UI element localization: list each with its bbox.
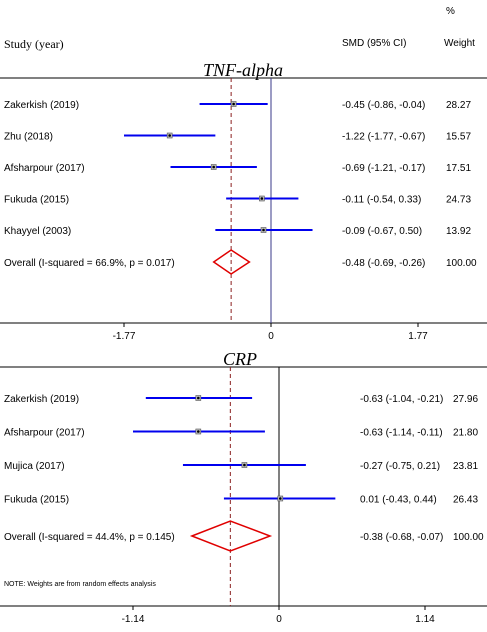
ci-text: -0.69 (-1.21, -0.17) bbox=[342, 163, 425, 174]
percent-header: % bbox=[446, 6, 455, 17]
ci-text: 0.01 (-0.43, 0.44) bbox=[360, 495, 437, 506]
x-tick-label: -1.14 bbox=[122, 614, 145, 625]
overall-label: Overall (I-squared = 66.9%, p = 0.017) bbox=[4, 258, 175, 269]
point-estimate bbox=[262, 228, 265, 232]
ci-text: -0.11 (-0.54, 0.33) bbox=[342, 195, 421, 206]
study-label: Fukuda (2015) bbox=[4, 195, 69, 206]
weight-value: 13.92 bbox=[446, 226, 471, 237]
weight-value: 28.27 bbox=[446, 100, 471, 111]
study-label: Zhu (2018) bbox=[4, 132, 53, 143]
overall-ci-text: -0.48 (-0.69, -0.26) bbox=[342, 258, 425, 269]
study-label: Zakerkish (2019) bbox=[4, 394, 79, 405]
overall-weight: 100.00 bbox=[453, 532, 484, 543]
smd-column-header: SMD (95% CI) bbox=[342, 38, 407, 49]
overall-label: Overall (I-squared = 44.4%, p = 0.145) bbox=[4, 532, 175, 543]
panel-title: CRP bbox=[223, 349, 257, 369]
study-label: Zakerkish (2019) bbox=[4, 100, 79, 111]
study-column-header: Study (year) bbox=[4, 37, 64, 51]
weight-column-header: Weight bbox=[444, 38, 475, 49]
study-label: Khayyel (2003) bbox=[4, 226, 71, 237]
overall-diamond bbox=[189, 520, 273, 552]
ci-text: -0.63 (-1.04, -0.21) bbox=[360, 394, 443, 405]
overall-diamond bbox=[212, 249, 251, 275]
x-tick-label: 0 bbox=[268, 331, 274, 342]
weights-note: NOTE: Weights are from random effects an… bbox=[4, 581, 156, 588]
study-label: Mujica (2017) bbox=[4, 461, 65, 472]
x-tick-label: 0 bbox=[276, 614, 282, 625]
weight-value: 24.73 bbox=[446, 195, 471, 206]
weight-value: 26.43 bbox=[453, 495, 478, 506]
point-estimate bbox=[260, 197, 264, 200]
ci-text: -0.27 (-0.75, 0.21) bbox=[360, 461, 440, 472]
overall-weight: 100.00 bbox=[446, 258, 477, 269]
x-tick-label: 1.77 bbox=[408, 331, 428, 342]
point-estimate bbox=[278, 497, 282, 500]
weight-value: 23.81 bbox=[453, 461, 478, 472]
point-estimate bbox=[197, 396, 200, 400]
ci-text: -0.63 (-1.14, -0.11) bbox=[360, 428, 443, 439]
point-estimate bbox=[212, 165, 215, 169]
point-estimate bbox=[168, 134, 171, 137]
weight-value: 27.96 bbox=[453, 394, 478, 405]
weight-value: 21.80 bbox=[453, 428, 478, 439]
point-estimate bbox=[243, 463, 246, 467]
panel-title: TNF-alpha bbox=[203, 60, 283, 80]
study-label: Afsharpour (2017) bbox=[4, 428, 85, 439]
x-tick-label: 1.14 bbox=[415, 614, 435, 625]
ci-text: -0.09 (-0.67, 0.50) bbox=[342, 226, 422, 237]
ci-text: -1.22 (-1.77, -0.67) bbox=[342, 132, 425, 143]
weight-value: 17.51 bbox=[446, 163, 471, 174]
point-estimate bbox=[197, 430, 200, 433]
x-tick-label: -1.77 bbox=[113, 331, 136, 342]
overall-ci-text: -0.38 (-0.68, -0.07) bbox=[360, 532, 443, 543]
weight-value: 15.57 bbox=[446, 132, 471, 143]
study-label: Fukuda (2015) bbox=[4, 495, 69, 506]
study-label: Afsharpour (2017) bbox=[4, 163, 85, 174]
ci-text: -0.45 (-0.86, -0.04) bbox=[342, 100, 425, 111]
point-estimate bbox=[232, 102, 235, 106]
